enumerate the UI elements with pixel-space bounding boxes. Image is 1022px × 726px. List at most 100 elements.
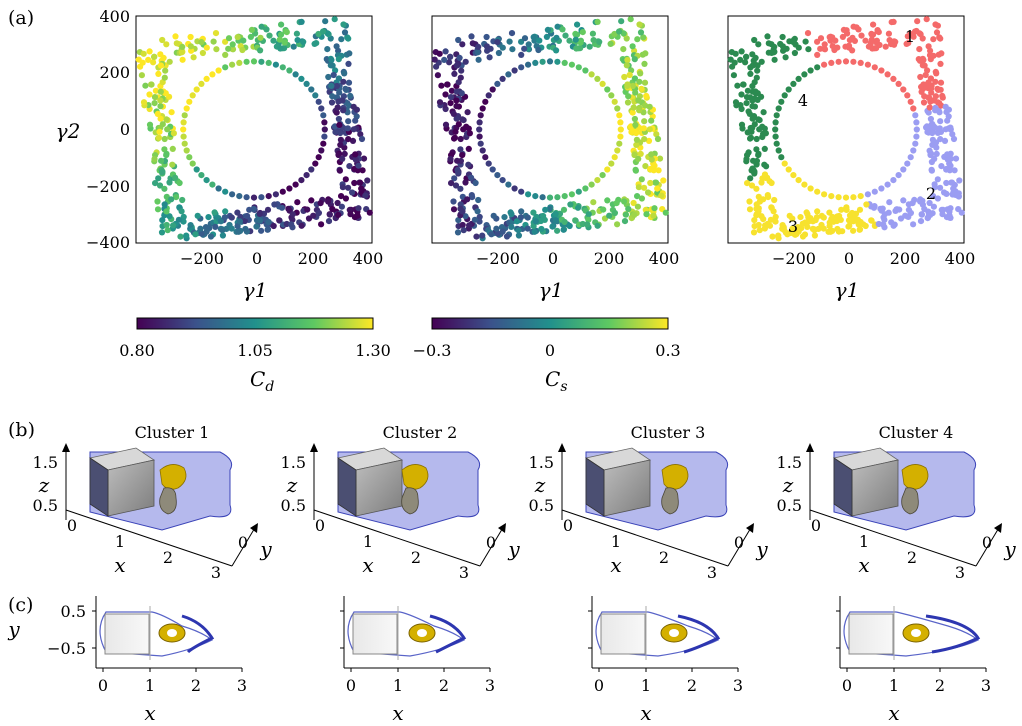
scatter-point xyxy=(641,184,648,191)
scatter-point xyxy=(329,205,336,213)
scatter-point xyxy=(457,74,464,81)
x-tick-label: 3 xyxy=(237,676,247,695)
scatter-point xyxy=(539,194,546,201)
scatter-point xyxy=(811,227,818,234)
scatter-point xyxy=(638,85,645,92)
scatter-point xyxy=(744,180,751,187)
scatter-point xyxy=(882,43,889,50)
scatter-point xyxy=(779,43,787,50)
scatter-point xyxy=(764,174,771,181)
scatter-point xyxy=(258,194,265,201)
scatter-point xyxy=(490,212,497,219)
scatter-point xyxy=(513,218,521,225)
scatter-point xyxy=(907,98,914,105)
scatter-point xyxy=(339,155,346,162)
scatter-point xyxy=(229,41,236,48)
scatter-point xyxy=(265,59,272,66)
scatter-point xyxy=(621,73,628,81)
scatter-point xyxy=(304,206,311,213)
cluster-title: Cluster 4 xyxy=(879,423,954,442)
scatter-point xyxy=(331,16,338,23)
scatter-point xyxy=(855,26,862,33)
panel-label-c: (c) xyxy=(8,594,33,616)
scatter-point xyxy=(827,228,834,235)
scatter-point xyxy=(864,191,872,198)
scatter-point xyxy=(453,88,460,95)
scatter-point xyxy=(630,199,637,207)
scatter-point xyxy=(594,18,601,25)
scatter-point xyxy=(857,218,864,226)
scatter-point xyxy=(459,116,466,123)
scatter-point xyxy=(354,212,361,219)
scatter-point xyxy=(270,37,277,44)
scatter-point xyxy=(277,31,285,38)
scatter-point xyxy=(634,203,642,210)
scatter-point xyxy=(596,38,603,46)
scatter-point xyxy=(747,134,755,141)
scatter-point xyxy=(293,30,300,37)
scatter-point xyxy=(944,151,951,158)
scatter-point xyxy=(483,33,490,41)
scatter-point xyxy=(482,98,489,105)
scatter-point xyxy=(791,49,799,57)
scatter-point xyxy=(925,82,933,90)
scatter-point xyxy=(608,160,615,167)
scatter-point xyxy=(258,227,265,234)
scatter-point xyxy=(248,26,255,33)
scatter-point xyxy=(890,18,897,25)
arrow-icon xyxy=(498,523,506,533)
scatter-point xyxy=(537,217,545,225)
scatter-point xyxy=(616,140,623,147)
scatter-point xyxy=(754,67,761,74)
scatter-point xyxy=(849,47,856,54)
scatter-point xyxy=(890,75,897,82)
scatter-point xyxy=(493,225,500,232)
scatter-point xyxy=(342,176,349,183)
scatter-point xyxy=(585,211,592,218)
scatter-point xyxy=(303,172,310,179)
scatter-point xyxy=(190,54,197,61)
scatter-point xyxy=(236,59,243,66)
colorbar-tick: 1.05 xyxy=(237,341,273,360)
scatter-point xyxy=(567,201,574,208)
scatter-point xyxy=(553,34,560,41)
scatter-point xyxy=(247,33,254,41)
scatter-point xyxy=(243,58,250,65)
scatter-point xyxy=(180,119,187,126)
scatter-point xyxy=(635,97,642,104)
box-front xyxy=(603,459,651,517)
scatter-point xyxy=(518,208,525,215)
x-tick-label: 0 xyxy=(811,516,821,535)
scatter-point xyxy=(477,140,484,147)
scatter-point xyxy=(157,103,164,110)
scatter-point xyxy=(222,51,229,59)
scatter-point xyxy=(561,59,568,66)
scatter-point xyxy=(750,229,758,236)
scatter-point xyxy=(931,97,938,104)
scatter-point xyxy=(850,227,857,234)
scatter-point xyxy=(308,166,315,173)
scatter-point xyxy=(771,43,778,51)
scatter-point xyxy=(573,31,581,38)
scatter-point xyxy=(477,112,484,119)
scatter-point xyxy=(870,21,877,28)
scatter-point xyxy=(337,141,344,148)
scatter-point xyxy=(951,167,958,174)
scatter-point xyxy=(189,92,196,99)
scatter-point xyxy=(760,109,767,116)
scatter-point xyxy=(868,217,875,224)
scatter-point xyxy=(163,41,170,48)
scatter-point xyxy=(937,60,944,67)
scatter-point xyxy=(186,154,193,161)
scatter-point xyxy=(772,119,779,126)
scatter-point xyxy=(272,61,279,68)
scatter-point xyxy=(531,228,538,235)
scatter-point xyxy=(632,121,639,128)
scatter-point xyxy=(821,41,828,48)
scatter-point xyxy=(234,209,241,216)
scatter-point xyxy=(166,179,173,186)
scatter-point xyxy=(845,223,852,230)
scatter-point xyxy=(944,156,951,163)
y-axis-label: y xyxy=(1003,537,1016,561)
scatter-point xyxy=(764,33,771,40)
